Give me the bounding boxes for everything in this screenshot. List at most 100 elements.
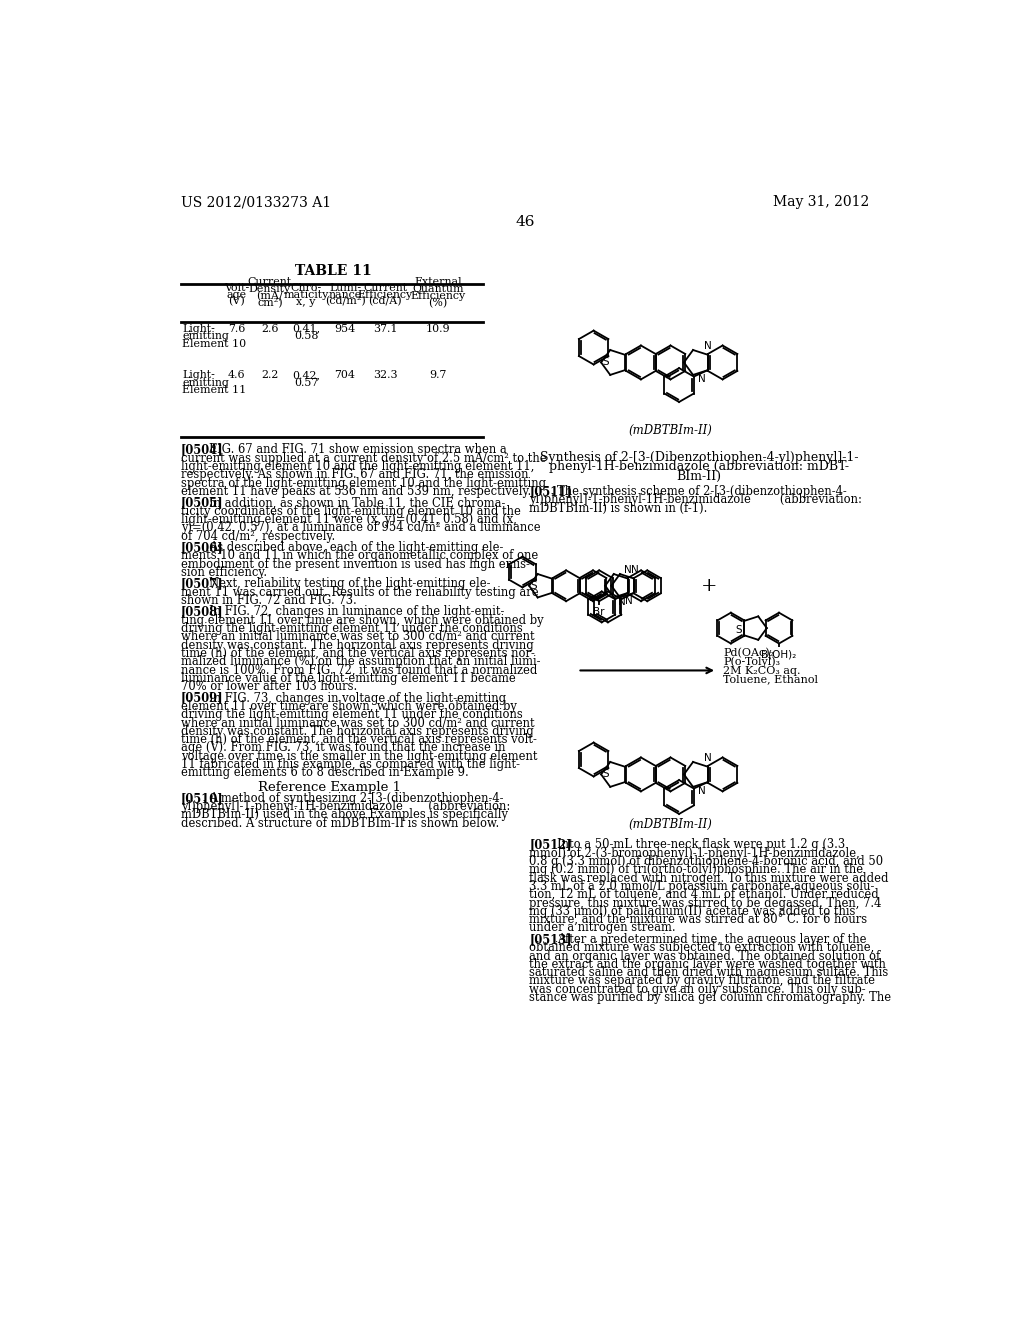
Text: light-emitting element 11 were (x, y)=(0.41, 0.58) and (x,: light-emitting element 11 were (x, y)=(0… xyxy=(180,513,516,525)
Text: BIm-II): BIm-II) xyxy=(677,470,722,483)
Text: maticity: maticity xyxy=(284,290,329,300)
Text: ment 11 was carried out. Results of the reliability testing are: ment 11 was carried out. Results of the … xyxy=(180,586,539,598)
Text: Light-: Light- xyxy=(182,370,215,380)
Text: Volt-: Volt- xyxy=(224,282,249,293)
Text: sion efficiency.: sion efficiency. xyxy=(180,566,267,579)
Text: N: N xyxy=(697,374,706,384)
Text: Next, reliability testing of the light-emitting ele-: Next, reliability testing of the light-e… xyxy=(209,577,490,590)
Text: yl)phenyl]-1-phenyl-1H-benzimidazole        (abbreviation:: yl)phenyl]-1-phenyl-1H-benzimidazole (ab… xyxy=(529,494,862,506)
Text: element 11 have peaks at 536 nm and 539 nm, respectively.: element 11 have peaks at 536 nm and 539 … xyxy=(180,484,531,498)
Text: described. A structure of mDBTBIm-II is shown below.: described. A structure of mDBTBIm-II is … xyxy=(180,817,499,829)
Text: mg (0.2 mmol) of tri(ortho-tolyl)phosphine. The air in the: mg (0.2 mmol) of tri(ortho-tolyl)phosphi… xyxy=(529,863,863,876)
Text: emitting: emitting xyxy=(182,378,229,388)
Text: time (h) of the element, and the vertical axis represents volt-: time (h) of the element, and the vertica… xyxy=(180,733,537,746)
Text: luminance value of the light-emitting element 11 became: luminance value of the light-emitting el… xyxy=(180,672,515,685)
Text: 7.6: 7.6 xyxy=(227,323,245,334)
Text: current was supplied at a current density of 2.5 mA/cm² to the: current was supplied at a current densit… xyxy=(180,451,547,465)
Text: In FIG. 73, changes in voltage of the light-emitting: In FIG. 73, changes in voltage of the li… xyxy=(209,692,506,705)
Text: [0505]: [0505] xyxy=(180,496,223,510)
Text: P(o-Tolyl)₃: P(o-Tolyl)₃ xyxy=(723,656,780,667)
Text: N: N xyxy=(624,565,632,574)
Text: US 2012/0133273 A1: US 2012/0133273 A1 xyxy=(180,195,331,209)
Text: Br: Br xyxy=(594,607,605,618)
Text: (mDBTBIm-II): (mDBTBIm-II) xyxy=(629,424,713,437)
Text: [0512]: [0512] xyxy=(529,838,572,851)
Text: tion, 12 mL of toluene, and 4 mL of ethanol. Under reduced: tion, 12 mL of toluene, and 4 mL of etha… xyxy=(529,888,880,902)
Text: After a predetermined time, the aqueous layer of the: After a predetermined time, the aqueous … xyxy=(557,933,867,946)
Text: light-emitting element 10 and the light-emitting element 11,: light-emitting element 10 and the light-… xyxy=(180,459,535,473)
Text: mDBTBIm-II) used in the above Examples is specifically: mDBTBIm-II) used in the above Examples i… xyxy=(180,808,508,821)
Text: Efficiency: Efficiency xyxy=(411,292,466,301)
Text: Into a 50-mL three-neck flask were put 1.2 g (3.3: Into a 50-mL three-neck flask were put 1… xyxy=(557,838,846,851)
Text: N: N xyxy=(625,597,632,606)
Text: 11 fabricated in this example, as compared with the light-: 11 fabricated in this example, as compar… xyxy=(180,758,520,771)
Text: Reference Example 1: Reference Example 1 xyxy=(258,781,401,793)
Text: Element 10: Element 10 xyxy=(182,339,247,348)
Text: Density: Density xyxy=(249,284,291,294)
Text: In addition, as shown in Table 11, the CIE chroma-: In addition, as shown in Table 11, the C… xyxy=(209,496,505,510)
Text: pressure, this mixture was stirred to be degassed. Then, 7.4: pressure, this mixture was stirred to be… xyxy=(529,896,882,909)
Text: nance is 100%. From FIG. 72, it was found that a normalized: nance is 100%. From FIG. 72, it was foun… xyxy=(180,664,537,677)
Text: (cd/A): (cd/A) xyxy=(369,297,402,306)
Text: 0.8 g (3.3 mmol) of dibenzothiophene-4-boronic acid, and 50: 0.8 g (3.3 mmol) of dibenzothiophene-4-b… xyxy=(529,855,884,869)
Text: N: N xyxy=(703,752,712,763)
Text: Synthesis of 2-[3-(Dibenzothiophen-4-yl)phenyl]-1-: Synthesis of 2-[3-(Dibenzothiophen-4-yl)… xyxy=(540,451,858,465)
Text: obtained mixture was subjected to extraction with toluene,: obtained mixture was subjected to extrac… xyxy=(529,941,874,954)
Text: was concentrated to give an oily substance. This oily sub-: was concentrated to give an oily substan… xyxy=(529,983,866,995)
Text: N: N xyxy=(631,565,639,574)
Text: [0506]: [0506] xyxy=(180,541,223,554)
Text: malized luminance (%) on the assumption that an initial lumi-: malized luminance (%) on the assumption … xyxy=(180,655,541,668)
Text: 9.7: 9.7 xyxy=(429,370,446,380)
Text: TABLE 11: TABLE 11 xyxy=(295,264,372,279)
Text: ting element 11 over time are shown, which were obtained by: ting element 11 over time are shown, whi… xyxy=(180,614,544,627)
Text: N: N xyxy=(703,341,712,351)
Text: density was constant. The horizontal axis represents driving: density was constant. The horizontal axi… xyxy=(180,639,534,652)
Text: 3.3 mL of a 2.0 mmol/L potassium carbonate aqueous solu-: 3.3 mL of a 2.0 mmol/L potassium carbona… xyxy=(529,880,874,892)
Text: Chro-: Chro- xyxy=(291,282,322,293)
Text: Current: Current xyxy=(364,282,408,293)
Text: nance: nance xyxy=(329,290,361,300)
Text: Light-: Light- xyxy=(182,323,215,334)
Text: shown in FIG. 72 and FIG. 73.: shown in FIG. 72 and FIG. 73. xyxy=(180,594,356,607)
Text: where an initial luminance was set to 300 cd/m² and current: where an initial luminance was set to 30… xyxy=(180,717,535,730)
Text: A method of synthesizing 2-[3-(dibenzothiophen-4-: A method of synthesizing 2-[3-(dibenzoth… xyxy=(209,792,503,805)
Text: 32.3: 32.3 xyxy=(373,370,397,380)
Text: Lumi-: Lumi- xyxy=(329,282,361,293)
Text: voltage over time is the smaller in the light-emitting element: voltage over time is the smaller in the … xyxy=(180,750,538,763)
Text: 0.42,: 0.42, xyxy=(292,370,321,380)
Text: 2.6: 2.6 xyxy=(261,323,279,334)
Text: time (h) of the element, and the vertical axis represents nor-: time (h) of the element, and the vertica… xyxy=(180,647,535,660)
Text: saturated saline and then dried with magnesium sulfate. This: saturated saline and then dried with mag… xyxy=(529,966,889,979)
Text: Toluene, Ethanol: Toluene, Ethanol xyxy=(723,675,818,684)
Text: element 11 over time are shown, which were obtained by: element 11 over time are shown, which we… xyxy=(180,700,516,713)
Text: 10.9: 10.9 xyxy=(426,323,451,334)
Text: (cd/m²): (cd/m²) xyxy=(325,297,366,306)
Text: 46: 46 xyxy=(515,215,535,230)
Text: under a nitrogen stream.: under a nitrogen stream. xyxy=(529,921,676,935)
Text: May 31, 2012: May 31, 2012 xyxy=(773,195,869,209)
Text: Element 11: Element 11 xyxy=(182,385,247,395)
Text: FIG. 67 and FIG. 71 show emission spectra when a: FIG. 67 and FIG. 71 show emission spectr… xyxy=(209,444,506,457)
Text: yl)phenyl]-1-phenyl-1H-benzimidazole       (abbreviation:: yl)phenyl]-1-phenyl-1H-benzimidazole (ab… xyxy=(180,800,510,813)
Text: Pd(OAc)₂: Pd(OAc)₂ xyxy=(723,648,774,659)
Text: (%): (%) xyxy=(428,298,447,309)
Text: S: S xyxy=(603,358,609,367)
Text: +: + xyxy=(701,577,718,595)
Text: External: External xyxy=(414,277,462,288)
Text: [0511]: [0511] xyxy=(529,484,572,498)
Text: N: N xyxy=(617,597,626,607)
Text: the extract and the organic layer were washed together with: the extract and the organic layer were w… xyxy=(529,958,887,970)
Text: mmol) of 2-(3-bromophenyl)-1-phenyl-1H-benzimidazole,: mmol) of 2-(3-bromophenyl)-1-phenyl-1H-b… xyxy=(529,846,860,859)
Text: of 704 cd/m², respectively.: of 704 cd/m², respectively. xyxy=(180,529,335,543)
Text: 2M K₂CO₃ aq.: 2M K₂CO₃ aq. xyxy=(723,665,801,676)
Text: 704: 704 xyxy=(335,370,355,380)
Text: x, y: x, y xyxy=(297,297,316,306)
Text: y)=(0.42, 0.57), at a luminance of 954 cd/m² and a luminance: y)=(0.42, 0.57), at a luminance of 954 c… xyxy=(180,521,541,535)
Text: age (V). From FIG. 73, it was found that the increase in: age (V). From FIG. 73, it was found that… xyxy=(180,742,505,755)
Text: [0513]: [0513] xyxy=(529,933,572,946)
Text: 2.2: 2.2 xyxy=(261,370,279,380)
Text: emitting: emitting xyxy=(182,331,229,342)
Text: density was constant. The horizontal axis represents driving: density was constant. The horizontal axi… xyxy=(180,725,534,738)
Text: 954: 954 xyxy=(335,323,355,334)
Text: 37.1: 37.1 xyxy=(373,323,397,334)
